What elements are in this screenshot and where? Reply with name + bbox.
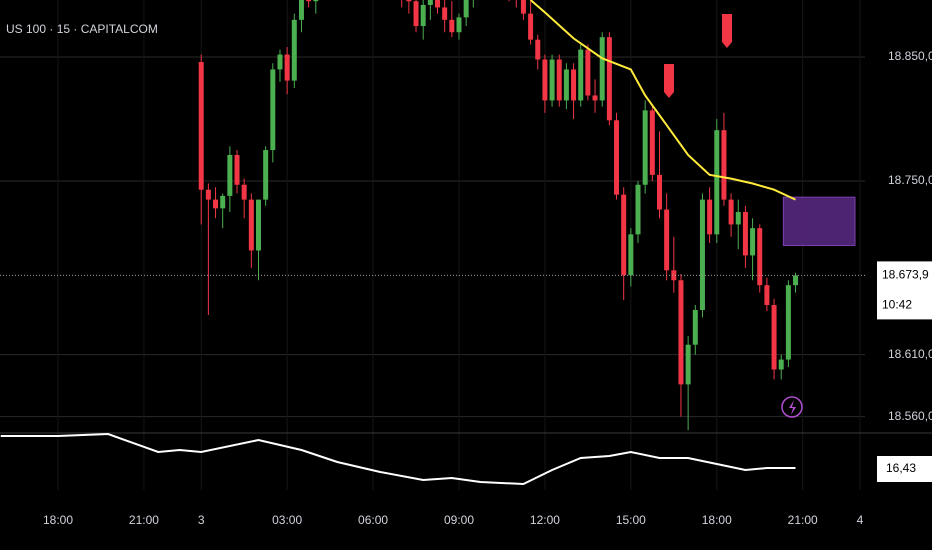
candle-body <box>692 309 698 345</box>
indicator-line <box>0 432 796 486</box>
x-tick-label: 15:00 <box>616 513 646 527</box>
candle-body <box>578 49 584 101</box>
candle-body <box>542 59 548 101</box>
candle-body <box>248 199 254 251</box>
chart-title: US 100 · 15 · CAPITALCOM <box>6 22 158 36</box>
candle-body <box>728 199 734 225</box>
candle-body <box>585 49 591 96</box>
candle-body <box>742 212 748 256</box>
candle-body <box>664 209 670 271</box>
candle-body <box>735 212 741 225</box>
y-tick-label: 18.750,0 <box>888 173 932 187</box>
signal-arrow <box>664 64 674 98</box>
alert-icon[interactable] <box>781 396 803 418</box>
x-tick-label: 3 <box>198 513 205 527</box>
candle-body <box>571 69 577 101</box>
signal-arrow <box>722 14 732 48</box>
candle-body <box>635 184 641 235</box>
candle-body <box>721 130 727 200</box>
x-tick-label: 18:00 <box>43 513 73 527</box>
indicator-label-box <box>877 456 932 482</box>
indicator-label: 16,43 <box>886 461 916 475</box>
candle-body <box>793 275 799 286</box>
candle-body <box>606 37 612 121</box>
candle-body <box>442 7 448 20</box>
x-tick-label: 09:00 <box>444 513 474 527</box>
candle-body <box>707 199 713 235</box>
candle-body <box>563 69 569 101</box>
x-tick-label: 12:00 <box>530 513 560 527</box>
y-tick-label: 18.610,0 <box>888 347 932 361</box>
candle-body <box>628 234 634 276</box>
candle-body <box>778 359 784 370</box>
candle-body <box>213 199 219 209</box>
candle-body <box>549 59 555 101</box>
candle-body <box>757 228 763 286</box>
candle-body <box>298 0 304 20</box>
axes: 18.850,0 18.750,0 18.610,0 18.560,0 18:00 21:… <box>43 49 932 527</box>
candle-body <box>520 0 526 14</box>
x-tick-label: 21:00 <box>129 513 159 527</box>
candle-body <box>263 150 269 200</box>
x-tick-label: 21:00 <box>788 513 818 527</box>
candle-body <box>750 228 756 256</box>
x-tick-label: 4 <box>857 513 864 527</box>
candle-body <box>614 120 620 195</box>
x-tick-label: 03:00 <box>272 513 302 527</box>
candle-body <box>764 285 770 306</box>
candle-body <box>435 0 441 8</box>
indicator-pane <box>0 432 796 486</box>
candle-body <box>227 154 233 196</box>
candle-body <box>306 0 312 2</box>
candle-body <box>270 69 276 151</box>
candle-body <box>291 19 297 81</box>
x-tick-label: 06:00 <box>358 513 388 527</box>
candle-body <box>205 189 211 200</box>
price-pane <box>0 0 865 431</box>
candle-body <box>255 199 261 251</box>
price-label: 18.673,9 <box>882 268 929 282</box>
countdown-label: 10:42 <box>882 298 912 312</box>
candle-body <box>449 19 455 33</box>
y-tick-label: 18.850,0 <box>888 49 932 63</box>
candle-body <box>406 0 412 2</box>
candle-body <box>413 1 419 27</box>
x-tick-label: 18:00 <box>702 513 732 527</box>
moving-average <box>529 0 796 201</box>
candle-body <box>528 13 534 40</box>
candle-body <box>241 184 247 200</box>
candle-body <box>456 17 462 33</box>
candle-body <box>463 0 469 18</box>
zone <box>782 196 856 247</box>
candle-body <box>671 270 677 281</box>
y-tick-label: 18.560,0 <box>888 409 932 423</box>
candle-body <box>313 0 319 2</box>
candle-body <box>642 110 648 185</box>
candle-body <box>685 344 691 385</box>
candle-body <box>220 195 226 209</box>
candle-body <box>621 194 627 276</box>
candle-body <box>420 4 426 27</box>
candle-body <box>678 280 684 385</box>
candle-body <box>649 110 655 175</box>
candle-body <box>714 130 720 235</box>
candle-body <box>785 285 791 360</box>
candle-body <box>198 61 204 190</box>
candle-body <box>234 154 240 185</box>
candle-body <box>284 54 290 81</box>
candle-body <box>699 199 705 310</box>
candle-body <box>556 59 562 101</box>
candle-body <box>427 0 433 5</box>
candle-body <box>277 54 283 70</box>
candle-body <box>771 305 777 370</box>
price-label-box <box>877 261 932 320</box>
candle-body <box>592 95 598 101</box>
candle-body <box>599 37 605 101</box>
candle-body <box>656 174 662 210</box>
candle-body <box>535 39 541 60</box>
alert-icon-bolt <box>789 400 796 415</box>
